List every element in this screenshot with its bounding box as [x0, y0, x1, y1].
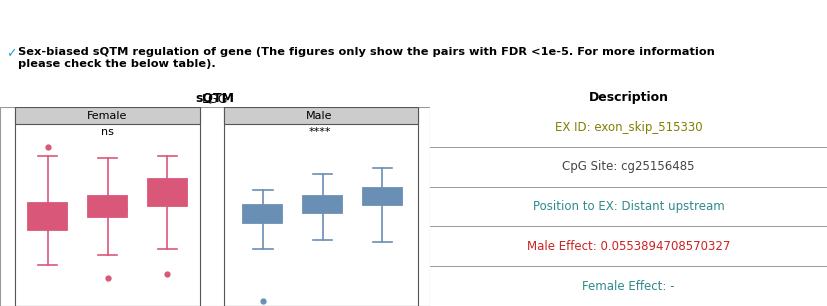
- Text: Female: Female: [88, 111, 127, 121]
- Bar: [15, 107, 200, 306]
- Bar: [224, 107, 418, 306]
- Text: Female Effect: -: Female Effect: -: [582, 280, 675, 293]
- Text: EX ID: exon_skip_515330: EX ID: exon_skip_515330: [555, 121, 702, 134]
- Text: Position to EX: Distant upstream: Position to EX: Distant upstream: [533, 200, 724, 213]
- PathPatch shape: [243, 204, 282, 223]
- PathPatch shape: [88, 196, 127, 217]
- Text: ns: ns: [101, 127, 114, 137]
- Text: Sex-biased sQTM regulation of gene (The figures only show the pairs with FDR <1e: Sex-biased sQTM regulation of gene (The …: [18, 47, 715, 69]
- Text: Description: Description: [589, 91, 668, 104]
- Text: Sex-biased sQTM regulation of gene: Sex-biased sQTM regulation of gene: [271, 14, 556, 28]
- PathPatch shape: [148, 179, 187, 206]
- Bar: [15, 107, 200, 124]
- PathPatch shape: [28, 203, 67, 230]
- Title: LGG: LGG: [202, 93, 228, 106]
- Text: ✓: ✓: [6, 47, 17, 60]
- Text: CpG Site: cg25156485: CpG Site: cg25156485: [562, 160, 695, 173]
- Text: Male Effect: 0.0553894708570327: Male Effect: 0.0553894708570327: [527, 240, 730, 253]
- Bar: [224, 107, 418, 124]
- Text: Male: Male: [306, 111, 332, 121]
- PathPatch shape: [304, 196, 342, 213]
- Text: ****: ****: [308, 127, 331, 137]
- Text: sQTM: sQTM: [195, 91, 235, 104]
- PathPatch shape: [363, 188, 402, 204]
